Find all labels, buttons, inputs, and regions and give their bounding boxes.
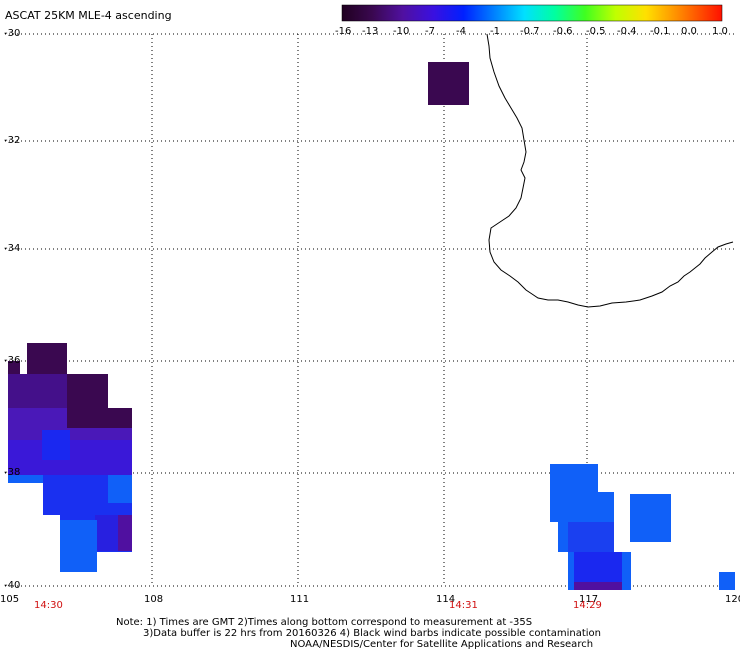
footnote-line-3: NOAA/NESDIS/Center for Satellite Applica… [290, 639, 594, 650]
data-cell [428, 62, 469, 105]
data-cell [67, 374, 108, 408]
colorbar-label: 0.0 [681, 26, 697, 37]
colorbar-label: 1.0 [712, 26, 728, 37]
map-title: ASCAT 25KM MLE-4 ascending [5, 9, 172, 22]
data-cell [27, 343, 67, 375]
data-cell [8, 475, 43, 483]
lon-label: 114 [436, 594, 456, 605]
lon-label: 108 [144, 594, 164, 605]
colorbar-label: -0.4 [617, 26, 637, 37]
data-cell [719, 572, 735, 590]
swath-time-label: 14:30 [34, 600, 63, 611]
data-cell [108, 475, 132, 503]
colorbar-label: -13 [362, 26, 379, 37]
lat-label: -34 [4, 243, 21, 254]
lat-label: -38 [4, 467, 21, 478]
swath-time-label: 14:31 [449, 600, 478, 611]
swath-time-label: 14:29 [573, 600, 602, 611]
colorbar-label: -7 [425, 26, 435, 37]
colorbar [341, 4, 723, 22]
lat-label: -32 [4, 135, 21, 146]
colorbar-label: -4 [456, 26, 466, 37]
colorbar-label: -0.5 [586, 26, 606, 37]
data-cell [568, 522, 614, 552]
data-cell [630, 494, 671, 542]
colorbar-label: -0.7 [520, 26, 540, 37]
data-cell [67, 408, 132, 428]
data-cell [118, 515, 132, 551]
wind-data-swaths [8, 62, 735, 590]
data-cell [574, 552, 622, 582]
lon-label: 111 [290, 594, 310, 605]
data-cell [42, 430, 70, 460]
lon-label: 120 [725, 594, 740, 605]
colorbar-label: -0.1 [650, 26, 670, 37]
colorbar-label: -1 [490, 26, 500, 37]
lon-label: 105 [0, 594, 20, 605]
colorbar-label: -10 [393, 26, 410, 37]
lat-label: -30 [4, 28, 21, 39]
coastline [486, 33, 734, 308]
data-cell [60, 520, 97, 572]
lat-label: -40 [4, 580, 21, 591]
footnote-line-1: Note: 1) Times are GMT 2)Times along bot… [116, 617, 533, 628]
colorbar-label: -16 [335, 26, 352, 37]
data-cell [574, 582, 622, 590]
lon-label: 117 [579, 594, 599, 605]
lat-label: -36 [4, 355, 21, 366]
footnote-line-2: 3)Data buffer is 22 hrs from 20160326 4)… [143, 628, 601, 639]
colorbar-label: -0.6 [553, 26, 573, 37]
